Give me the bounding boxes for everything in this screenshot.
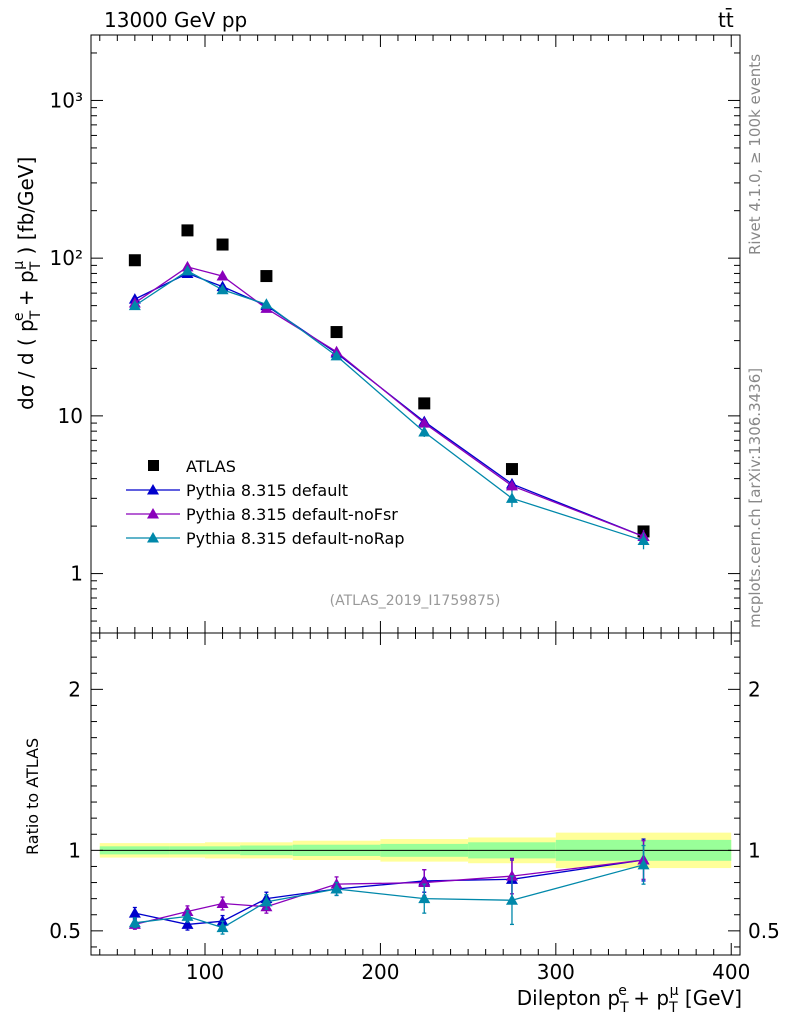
xtick-label: 300 (537, 960, 575, 984)
ratio-series-marker (505, 894, 518, 905)
ratio-series-line (134, 859, 644, 926)
ratio-series-marker (128, 907, 141, 918)
ratio-series-marker (216, 915, 229, 926)
main-series-marker (505, 479, 518, 491)
atlas-data-point (505, 463, 518, 476)
ratio-series-marker (128, 916, 141, 928)
legend-marker-triangle (147, 532, 159, 543)
ratio-series-layer (128, 838, 650, 935)
ratio-series-marker (216, 897, 229, 908)
main-series-line (134, 270, 644, 542)
atlas-data-point (418, 397, 431, 410)
legend-marker-triangle (147, 484, 159, 495)
ratio-ytick-label-left: 1 (68, 838, 81, 862)
atlas-data-point (330, 326, 343, 339)
atlas-data-point (181, 224, 194, 237)
main-series-marker (260, 298, 273, 309)
ratio-ylabel: Ratio to ATLAS (23, 738, 42, 855)
ratio-series-marker (260, 895, 273, 907)
legend-marker-triangle (147, 508, 159, 519)
main-series-marker (216, 283, 229, 295)
ratio-series-marker (216, 921, 229, 933)
atlas-data-point (216, 238, 229, 251)
energy-label: 13000 GeV pp (104, 8, 247, 32)
process-label: tt̄ (718, 7, 734, 32)
ratio-series-marker (637, 858, 650, 870)
ratio-ytick-label-right: 1 (748, 838, 761, 862)
main-axis-ticks: 1 10 10² 10³ (50, 35, 740, 633)
analysis-id: (ATLAS_2019_I1759875) (330, 593, 501, 609)
atlas-data-point (128, 254, 141, 267)
ratio-series-marker (505, 870, 518, 881)
legend-marker-square (148, 460, 159, 471)
legend: ATLAS Pythia 8.315 default Pythia 8.315 de… (126, 457, 404, 548)
main-series-marker (128, 299, 141, 311)
ratio-panel-frame (90, 632, 741, 956)
xtick-label: 200 (361, 960, 399, 984)
legend-label: ATLAS (186, 457, 236, 476)
ratio-ytick-label-right: 0.5 (748, 919, 780, 943)
ratio-series-marker (330, 882, 343, 894)
main-ytick-label: 10³ (50, 88, 83, 112)
legend-label: Pythia 8.315 default-noFsr (186, 505, 398, 524)
legend-label: Pythia 8.315 default (186, 481, 348, 500)
mcplots-label: mcplots.cern.ch [arXiv:1306.3436] (746, 368, 764, 628)
ratio-axis-ticks: 0.5 0.5 1 1 2 2 100 200 300 400 (49, 633, 780, 984)
main-series-layer (128, 224, 650, 550)
ratio-series-marker (418, 876, 431, 888)
ratio-series-line (134, 864, 644, 929)
main-series-marker (418, 426, 431, 437)
atlas-data-point (260, 270, 273, 283)
main-ylabel: dσ / d ( pTe + pTμ ) [fb/GeV] (11, 157, 44, 410)
rivet-label: Rivet 4.1.0, ≥ 100k events (746, 54, 764, 255)
main-series-marker (181, 264, 194, 276)
ratio-series-marker (181, 910, 194, 921)
main-series-marker (330, 349, 343, 361)
ratio-series-marker (418, 892, 431, 904)
main-ytick-label: 10 (58, 404, 83, 428)
legend-label: Pythia 8.315 default-noRap (186, 529, 404, 548)
ratio-ytick-label-right: 2 (748, 677, 761, 701)
main-series-marker (216, 270, 229, 281)
xtick-label: 400 (712, 960, 750, 984)
ratio-ytick-label-left: 2 (68, 677, 81, 701)
main-series-marker (505, 492, 518, 503)
ratio-ytick-label-left: 0.5 (49, 919, 81, 943)
ratio-series-marker (181, 918, 194, 929)
main-series-marker (418, 417, 431, 428)
main-ytick-label: 10² (50, 246, 83, 270)
main-series-marker (637, 534, 650, 546)
xtick-label: 100 (186, 960, 224, 984)
ratio-series-line (134, 859, 644, 926)
xlabel: Dilepton pTe + pTμ [GeV] (517, 983, 742, 1016)
main-ytick-label: 1 (70, 562, 83, 586)
